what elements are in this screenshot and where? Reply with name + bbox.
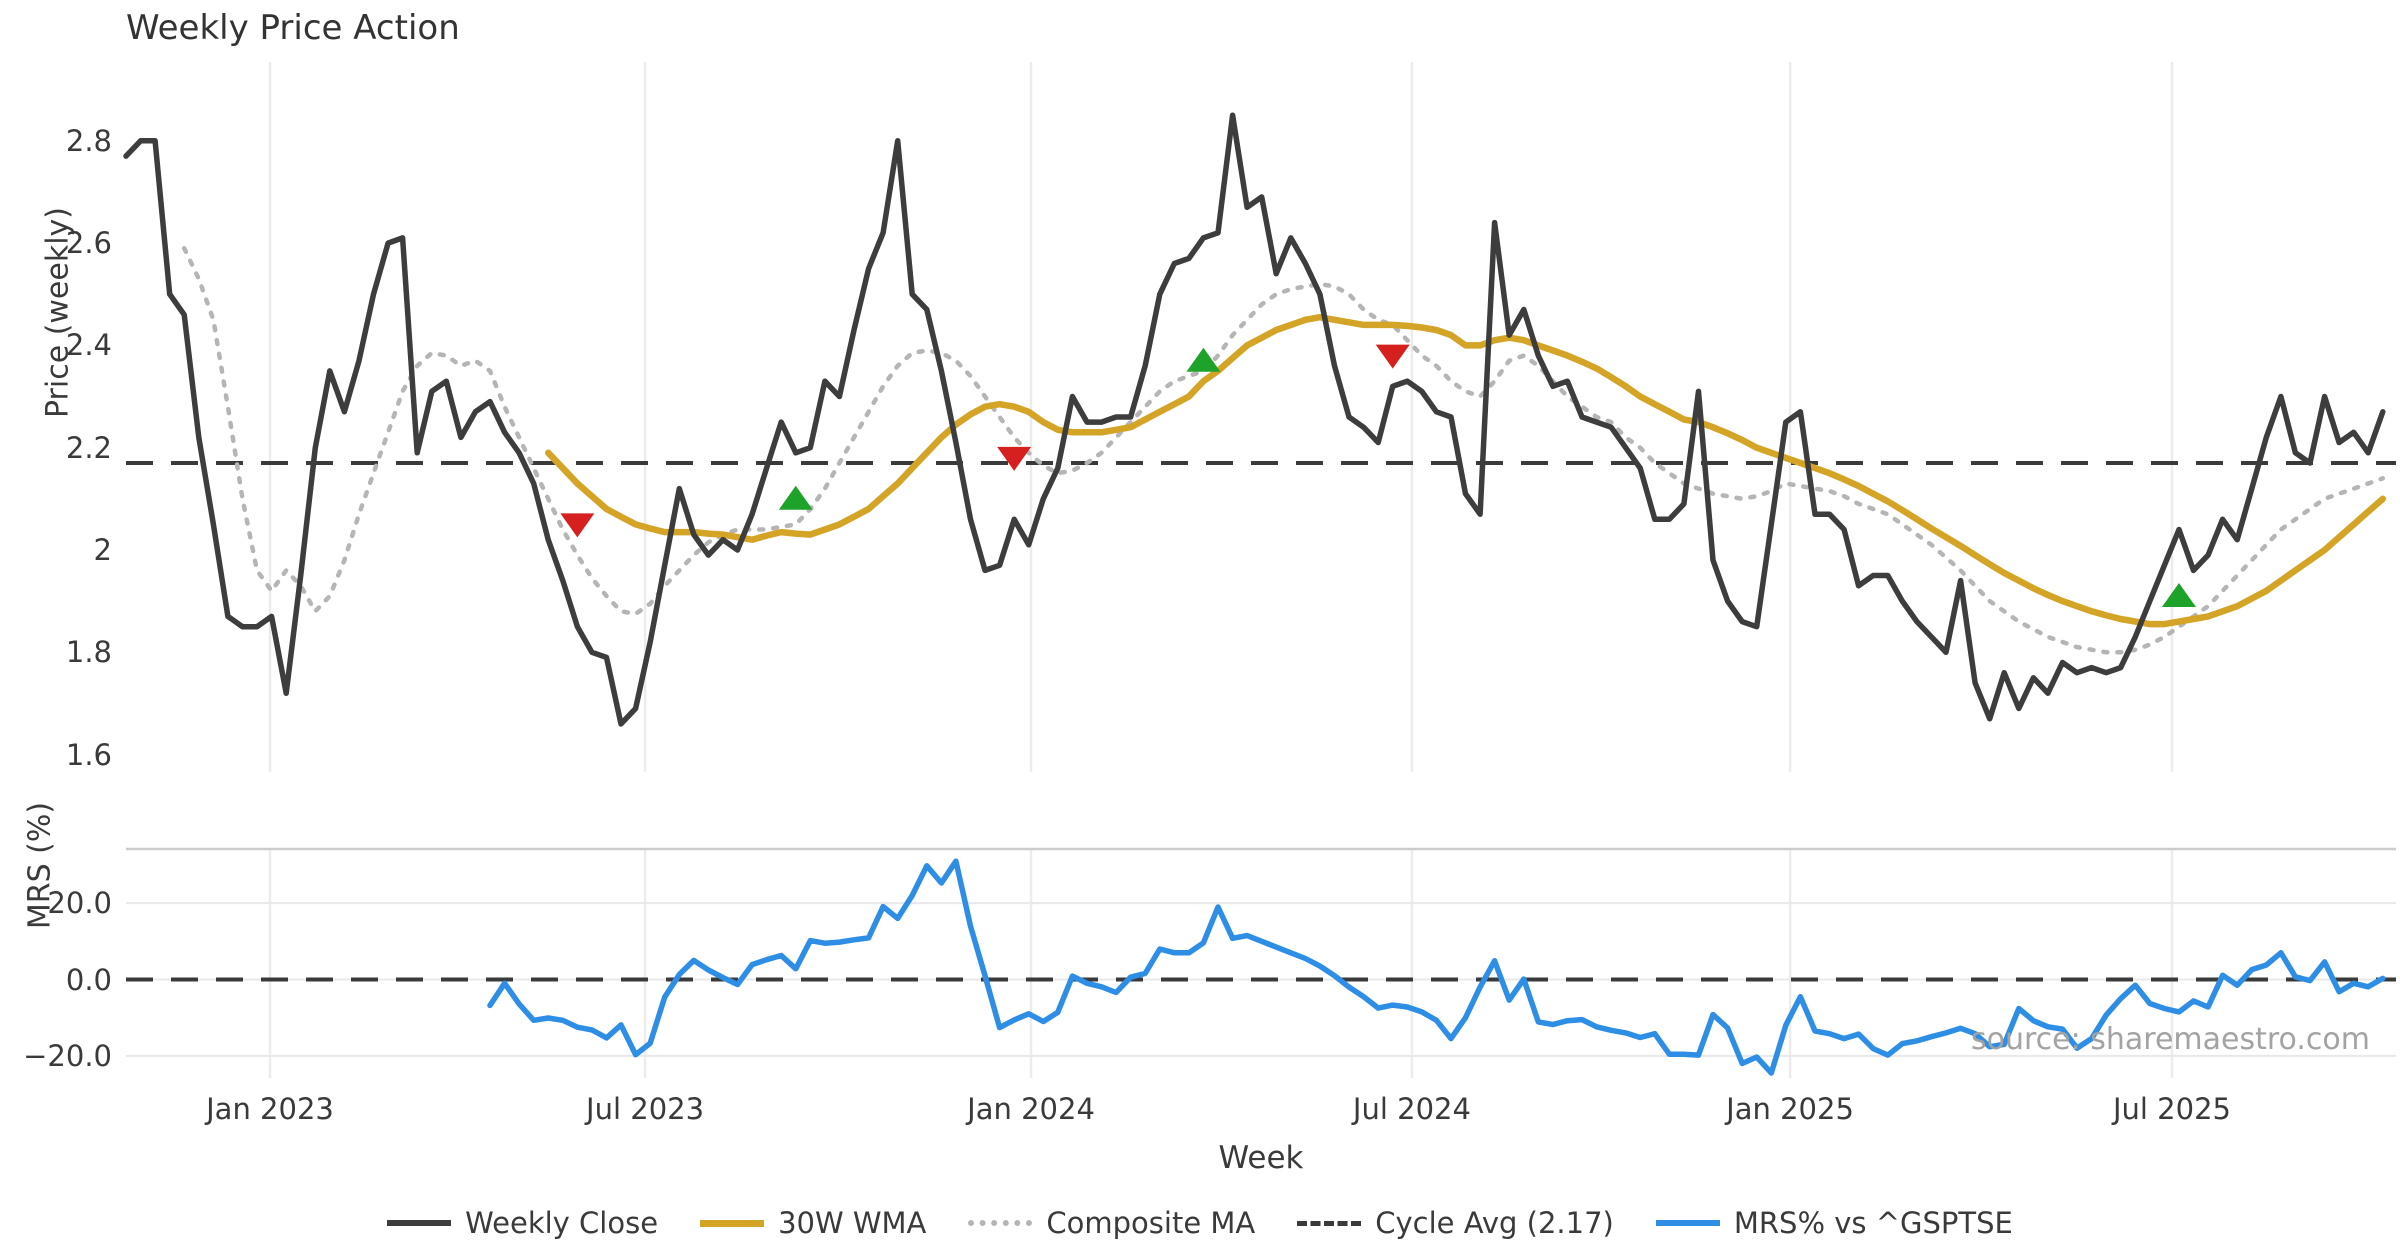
page-title: Weekly Price Action xyxy=(126,8,460,48)
x-tick: Jan 2025 xyxy=(1726,1092,1854,1126)
x-tick: Jan 2024 xyxy=(967,1092,1095,1126)
x-tick: Jul 2023 xyxy=(586,1092,705,1126)
buy-marker-icon xyxy=(1186,347,1221,372)
mrs-axis-label: MRS (%) xyxy=(22,801,58,930)
sell-marker-icon xyxy=(997,446,1032,471)
price-ytick: 2 xyxy=(93,532,112,567)
legend-weekly-close: Weekly Close xyxy=(387,1206,658,1240)
legend-weekly-close-swatch-icon xyxy=(387,1220,452,1226)
legend-mrs-swatch-icon xyxy=(1655,1220,1720,1226)
price-axis-label: Price (weekly) xyxy=(40,206,76,419)
legend-composite-ma-label: Composite MA xyxy=(1046,1206,1256,1240)
legend-cycle-avg-swatch-icon xyxy=(1297,1220,1362,1226)
wma-line xyxy=(544,313,2387,628)
mrs-ytick: 20.0 xyxy=(47,886,112,921)
weekly-close-line xyxy=(123,112,2386,727)
legend-30w-wma-swatch-icon xyxy=(700,1219,765,1227)
sell-marker-icon xyxy=(560,513,595,538)
sell-marker-icon xyxy=(1375,344,1410,369)
buy-marker-icon xyxy=(778,485,813,510)
price-ytick: 1.8 xyxy=(65,635,112,670)
source-credit: source: sharemaestro.com xyxy=(1971,1022,2370,1057)
legend-mrs: MRS% vs ^GSPTSE xyxy=(1655,1206,2013,1240)
price-ytick: 2.6 xyxy=(65,226,112,261)
chart-legend: Weekly Close 30W WMA Composite MA Cycle Avg… xyxy=(0,1206,2400,1240)
composite-ma-line xyxy=(181,245,2386,655)
price-ytick: 2.8 xyxy=(65,123,112,158)
mrs-line xyxy=(487,858,2386,1076)
price-ytick: 1.6 xyxy=(65,737,112,772)
x-axis-title: Week xyxy=(1218,1140,1304,1176)
x-tick: Jul 2024 xyxy=(1352,1092,1471,1126)
x-tick: Jan 2023 xyxy=(206,1092,334,1126)
price-ytick: 2.2 xyxy=(65,430,112,465)
price-ytick: 2.4 xyxy=(65,328,112,363)
mrs-ytick: −20.0 xyxy=(23,1038,112,1073)
legend-composite-ma-swatch-icon xyxy=(968,1220,1033,1226)
legend-composite-ma: Composite MA xyxy=(968,1206,1255,1240)
x-tick: Jul 2025 xyxy=(2112,1092,2231,1126)
legend-30w-wma: 30W WMA xyxy=(700,1206,926,1240)
buy-marker-icon xyxy=(2161,582,2196,607)
legend-30w-wma-label: 30W WMA xyxy=(778,1206,927,1240)
legend-cycle-avg: Cycle Avg (2.17) xyxy=(1297,1206,1614,1240)
mrs-ytick: 0.0 xyxy=(65,962,112,997)
legend-cycle-avg-label: Cycle Avg (2.17) xyxy=(1375,1206,1614,1240)
legend-mrs-label: MRS% vs ^GSPTSE xyxy=(1733,1206,2013,1240)
legend-weekly-close-label: Weekly Close xyxy=(465,1206,659,1240)
